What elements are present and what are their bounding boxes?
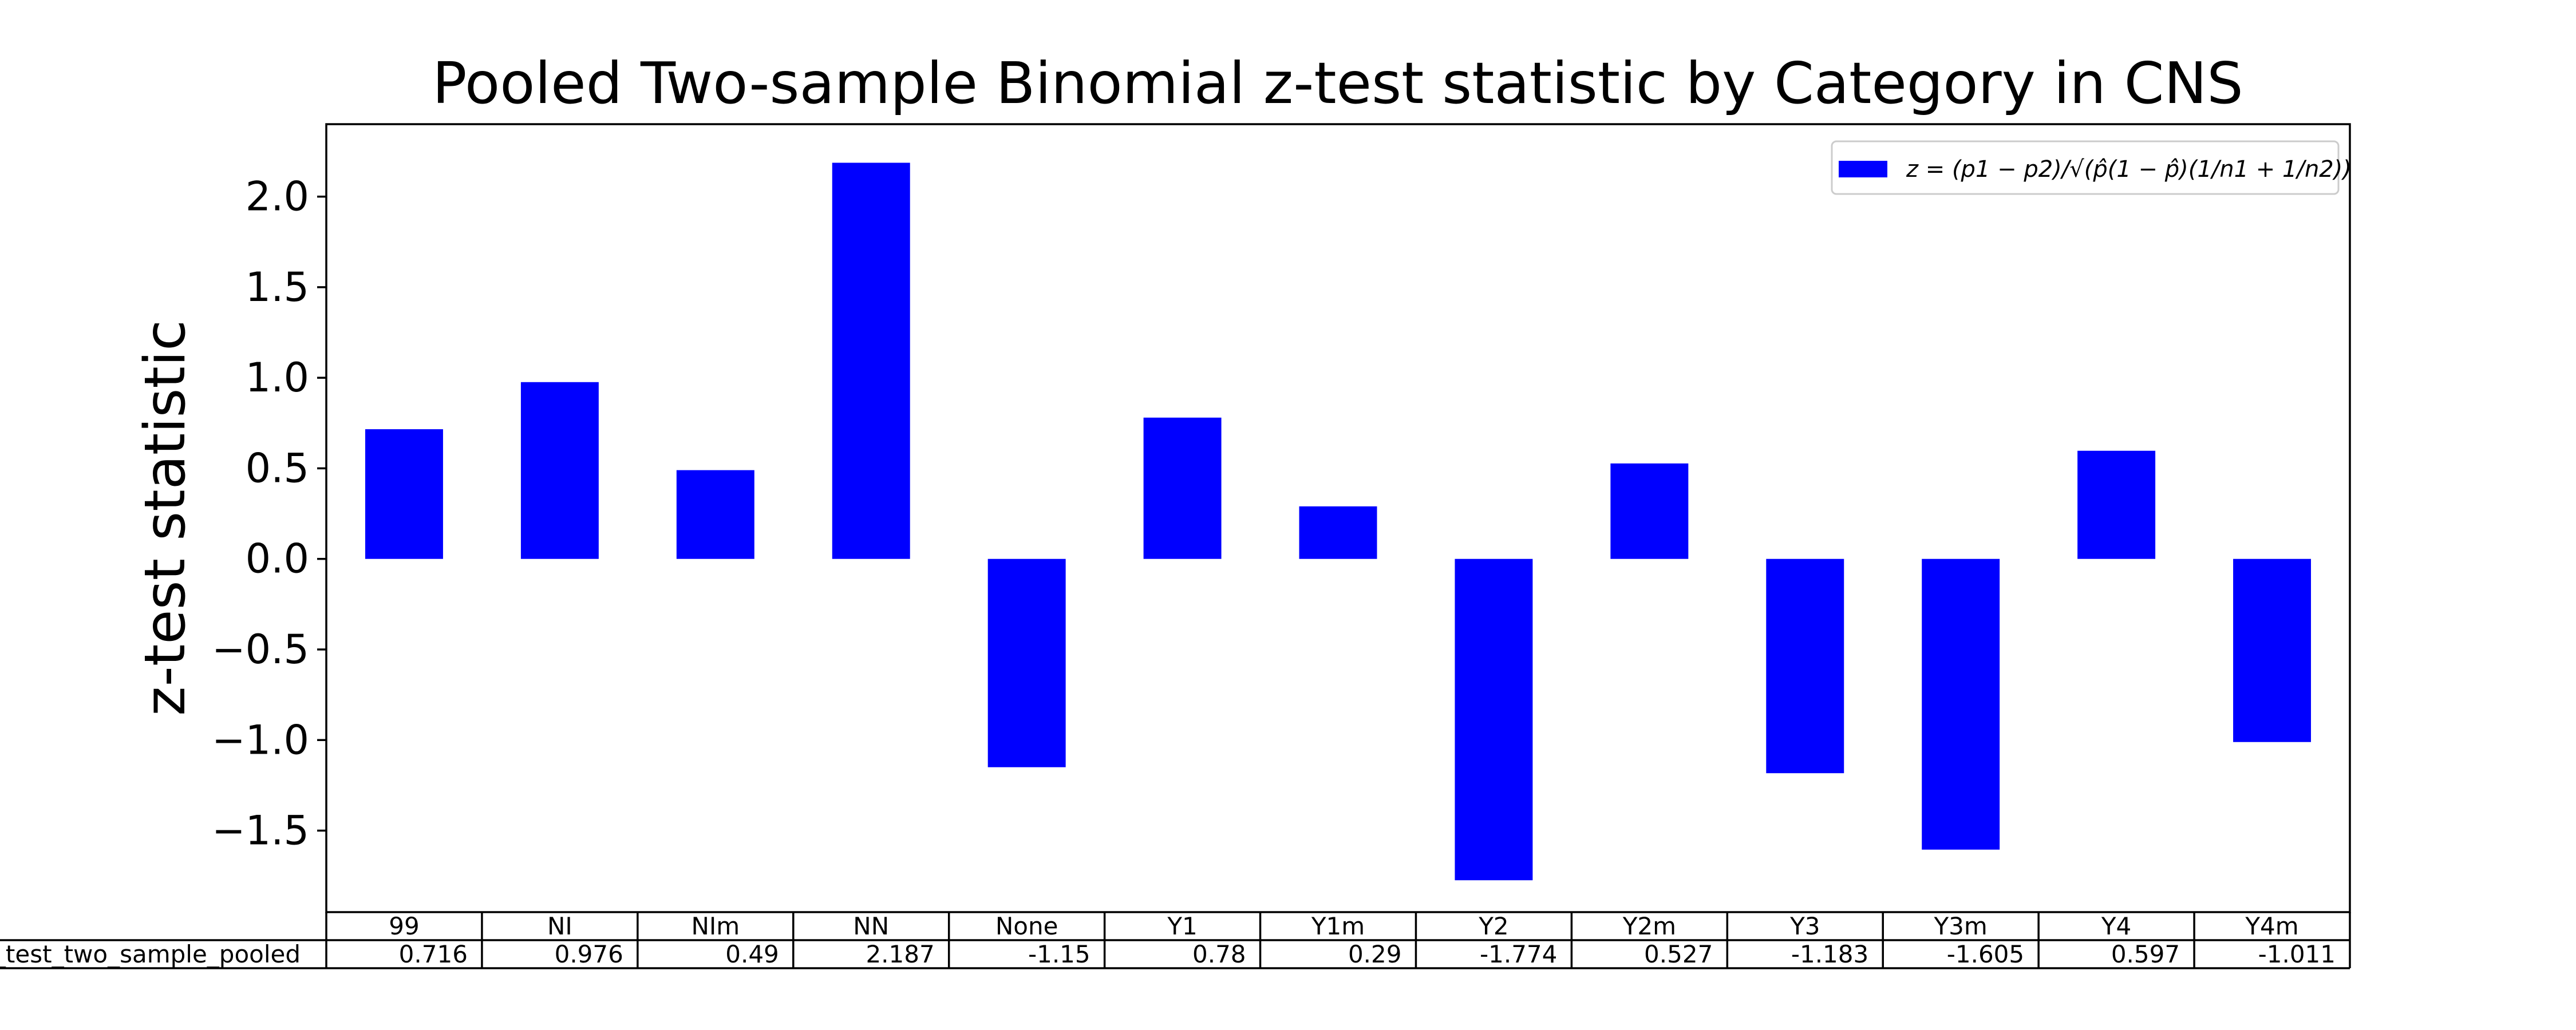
y-tick-label: −1.5 [212,807,309,854]
table-column-header: Y3m [1934,912,1988,940]
chart-title: Pooled Two-sample Binomial z-test statis… [432,50,2243,117]
bar-Y4 [2077,450,2156,559]
bar-Y4m [2233,558,2312,742]
y-tick-label: −1.0 [212,716,309,763]
table-column-header: NN [853,912,889,940]
bar-Y3 [1766,558,1844,774]
y-tick-label: 0.5 [246,445,309,492]
bar-Y1m [1299,506,1377,559]
table-cell: -1.605 [1947,940,2024,968]
bar-NI [520,382,599,559]
bar-None [987,558,1066,767]
bar-NN [832,163,910,559]
bar-Y1 [1143,417,1222,559]
table-cell: 0.29 [1348,940,1402,968]
table-cell: -1.011 [2258,940,2336,968]
table-column-header: None [995,912,1058,940]
table-column-header: Y2m [1622,912,1676,940]
table-cell: 0.49 [725,940,779,968]
bar-Y2m [1610,463,1689,559]
table-cell: -1.774 [1480,940,1557,968]
plot-frame [325,123,2351,913]
table-column-header: NI [547,912,572,940]
bars-layer [365,163,2312,881]
bar-99 [365,429,443,559]
legend-swatch [1839,161,1887,177]
y-tick-label: −0.5 [212,626,309,673]
table-column-header: Y2 [1478,912,1508,940]
table-column-header: Y4 [2101,912,2131,940]
table-column-header: Y1 [1167,912,1197,940]
bar-NIm [676,470,754,559]
table-column-header: NIm [691,912,740,940]
y-tick-label: 2.0 [246,173,309,220]
table-cell: -1.183 [1791,940,1868,968]
data-table: 99 NI NIm NN None Y1 Y1m Y2 Y2m Y3 Y3m Y4 Y4m 0.716 0.… [0,912,2351,969]
table-column-header: 99 [389,912,419,940]
table-cell: -1.15 [1028,940,1091,968]
y-tick-label: 0.0 [246,536,309,583]
legend-label: z = (p1 − p2)/√(p̂(1 − p̂)(1/n1 + 1/n2)) [1906,156,2352,183]
table-column-header: Y3 [1789,912,1820,940]
table-cell: 0.716 [399,940,468,968]
table-cell: 2.187 [866,940,934,968]
table-cell: 0.976 [555,940,623,968]
table-cell: 0.527 [1644,940,1713,968]
legend: z = (p1 − p2)/√(p̂(1 − p̂)(1/n1 + 1/n2)) [1831,140,2352,195]
table-column-header: Y1m [1311,912,1365,940]
table-cell: 0.597 [2111,940,2180,968]
table-cell: 0.78 [1192,940,1246,968]
y-tick-label: 1.5 [246,264,309,311]
y-tick-label: 1.0 [246,354,309,401]
table-row-label: z_test_two_sample_pooled [0,940,301,968]
bar-Y3m [1922,558,2000,850]
table-column-header: Y4m [2245,912,2298,940]
legend-box [1831,140,2340,195]
bar-Y2 [1455,558,1533,881]
y-axis-label: z-test statistic [133,320,198,716]
y-axis: −1.5 −1.0 −0.5 0.0 0.5 1.0 1.5 2.0 [212,173,326,854]
